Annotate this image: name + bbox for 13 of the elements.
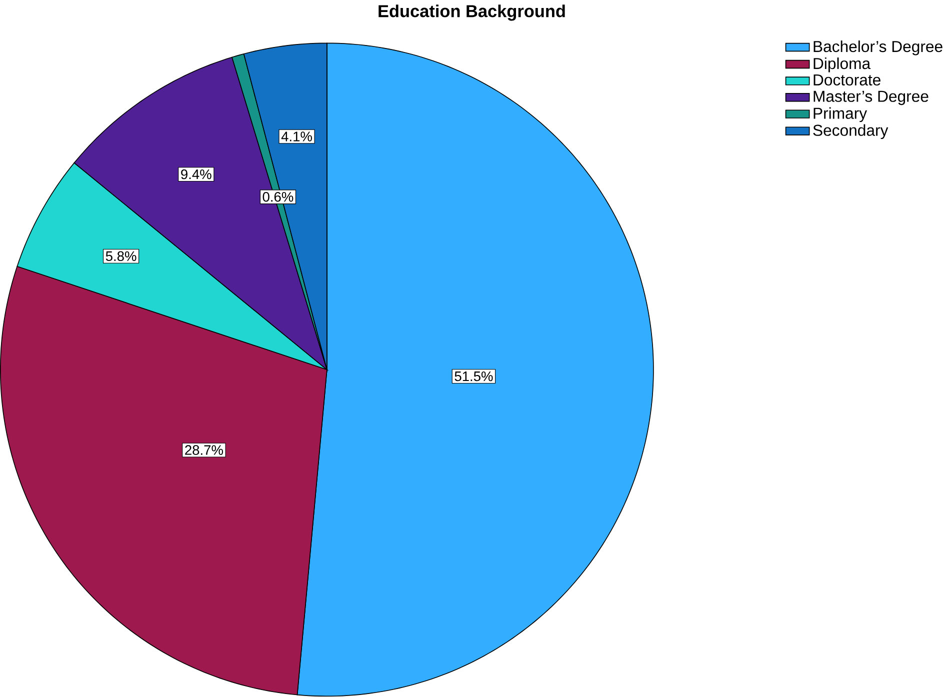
chart-title: Education Background xyxy=(378,4,565,21)
legend-label: Bachelor’s Degree xyxy=(814,40,942,56)
legend-label: Primary xyxy=(814,108,868,122)
legend-label: Master’s Degree xyxy=(814,91,928,106)
data-label: 4.1% xyxy=(281,132,312,142)
legend-label: Secondary xyxy=(813,124,888,140)
data-label: 5.8% xyxy=(106,251,136,262)
data-label: 28.7% xyxy=(185,445,224,456)
data-label: 9.4% xyxy=(181,170,212,180)
data-label: 51.5% xyxy=(454,372,493,382)
legend-label: Doctorate xyxy=(814,74,880,86)
legend-label: Diploma xyxy=(814,58,871,72)
data-label: 0.6% xyxy=(262,192,294,202)
